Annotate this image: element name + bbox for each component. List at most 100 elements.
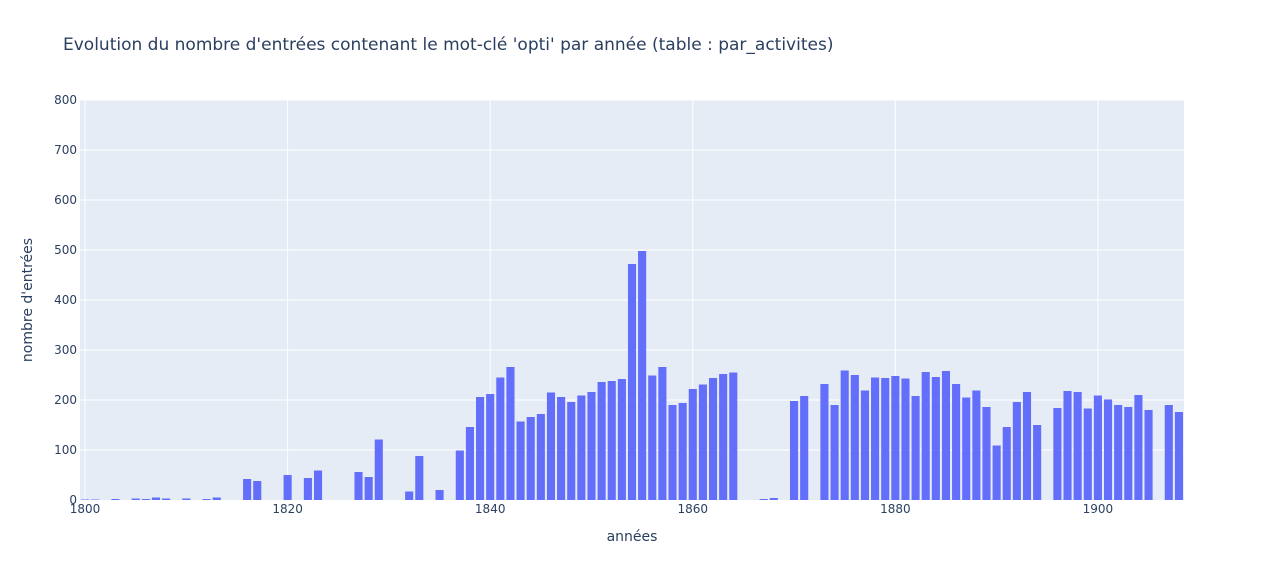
bar-1899: [1083, 408, 1092, 500]
x-tick-label: 1840: [475, 502, 506, 516]
bar-1844: [526, 417, 535, 500]
bar-1820: [283, 475, 292, 500]
bar-1803: [111, 499, 120, 500]
x-tick-label: 1800: [70, 502, 101, 516]
bar-1879: [881, 378, 890, 500]
bar-1852: [607, 381, 616, 500]
y-tick-label: 100: [54, 443, 77, 457]
bar-1808: [162, 498, 171, 500]
bar-1900: [1093, 395, 1102, 500]
bar-1840: [486, 394, 495, 500]
bar-1850: [587, 392, 596, 500]
bar-1849: [577, 395, 586, 500]
bar-1905: [1144, 410, 1153, 500]
bar-1838: [465, 427, 474, 500]
bar-1890: [992, 445, 1001, 500]
bar-1908: [1174, 412, 1183, 500]
bar-1841: [496, 377, 505, 500]
bar-1863: [719, 374, 728, 500]
bar-1873: [820, 384, 829, 500]
bar-1856: [648, 375, 657, 500]
bar-1855: [638, 251, 647, 500]
bar-1812: [202, 499, 211, 500]
bar-1800: [81, 499, 90, 500]
bar-1858: [668, 405, 677, 500]
y-tick-label: 600: [54, 193, 77, 207]
bar-1839: [476, 397, 485, 500]
bar-1875: [840, 370, 849, 500]
bar-1859: [678, 403, 687, 500]
bar-1864: [729, 372, 738, 500]
bar-1848: [567, 402, 576, 500]
bar-1897: [1063, 391, 1072, 500]
x-tick-label: 1820: [272, 502, 303, 516]
bar-1903: [1124, 407, 1133, 500]
bar-1861: [698, 384, 707, 500]
bar-1874: [830, 405, 839, 500]
bar-1894: [1033, 425, 1042, 500]
bar-1877: [860, 390, 870, 500]
x-axis-ticks: 1800 1820 1840 1860 1880 1900: [70, 502, 1113, 516]
bar-1891: [1002, 427, 1011, 500]
bar-1889: [982, 407, 991, 500]
bar-1871: [800, 396, 809, 500]
x-tick-label: 1900: [1083, 502, 1114, 516]
bar-1867: [759, 499, 768, 500]
bar-1901: [1103, 399, 1113, 500]
x-tick-label: 1880: [880, 502, 911, 516]
bar-1868: [769, 498, 778, 500]
bar-1860: [688, 389, 697, 500]
x-tick-label: 1860: [677, 502, 708, 516]
y-tick-label: 200: [54, 393, 77, 407]
bar-1885: [941, 371, 951, 500]
bar-1822: [303, 478, 312, 500]
bar-1870: [790, 401, 799, 500]
y-tick-label: 300: [54, 343, 77, 357]
y-tick-label: 500: [54, 243, 77, 257]
bar-1813: [212, 497, 221, 500]
bar-1853: [617, 379, 626, 500]
bar-1854: [627, 264, 637, 500]
bar-1902: [1114, 405, 1123, 500]
bar-1846: [546, 392, 556, 500]
bar-1810: [182, 498, 191, 500]
bar-1807: [151, 497, 161, 500]
x-axis-title: années: [607, 529, 658, 545]
bar-1878: [871, 377, 880, 500]
bar-1882: [911, 396, 920, 500]
y-tick-label: 800: [54, 93, 77, 107]
y-tick-label: 400: [54, 293, 77, 307]
bar-1842: [506, 367, 515, 500]
bar-1880: [891, 376, 900, 500]
bar-1847: [557, 397, 566, 500]
bar-1837: [455, 450, 464, 500]
bar-1876: [850, 375, 859, 500]
bar-1904: [1134, 395, 1143, 500]
bar-1827: [354, 472, 363, 500]
bar-1832: [405, 491, 414, 500]
bar-1857: [658, 367, 667, 500]
bar-1801: [91, 499, 100, 500]
bar-1851: [597, 382, 606, 500]
bar-1806: [141, 499, 150, 500]
bar-1888: [972, 390, 981, 500]
y-axis-ticks: 0 100 200 300 400 500 600 700 800: [54, 93, 77, 507]
bar-1892: [1012, 402, 1021, 500]
y-axis-title: nombre d'entrées: [20, 238, 36, 362]
bar-1881: [901, 378, 910, 500]
bars: [81, 251, 1183, 500]
y-tick-label: 0: [69, 493, 77, 507]
bar-1862: [708, 378, 718, 500]
bar-1893: [1022, 392, 1032, 500]
bar-1845: [536, 414, 545, 500]
bar-1884: [931, 377, 940, 500]
bar-1833: [415, 456, 424, 500]
bar-1829: [374, 439, 383, 500]
bar-1835: [435, 490, 444, 500]
bar-1907: [1164, 405, 1173, 500]
bar-1896: [1053, 408, 1062, 500]
bar-1886: [952, 384, 961, 500]
y-tick-label: 700: [54, 143, 77, 157]
bar-1823: [313, 470, 323, 500]
